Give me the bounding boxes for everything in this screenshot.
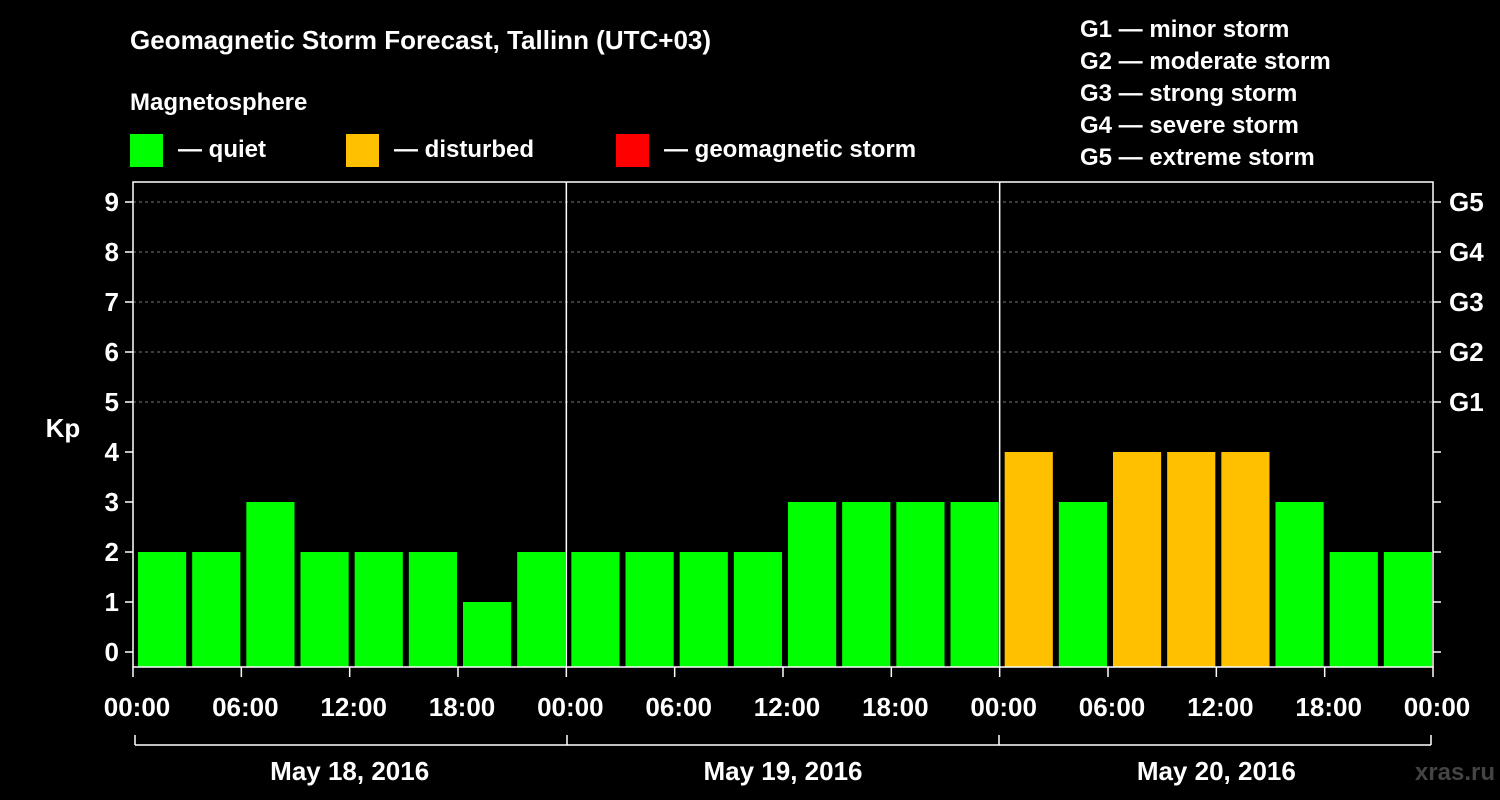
- x-tick-label: 12:00: [320, 692, 387, 722]
- y-tick-label: 4: [105, 437, 120, 467]
- y-tick-label: 0: [105, 637, 119, 667]
- legend-heading: Magnetosphere: [130, 89, 307, 116]
- x-tick-label: 18:00: [429, 692, 496, 722]
- y-tick-label: 8: [105, 237, 119, 267]
- x-tick-label: 00:00: [1404, 692, 1471, 722]
- y-tick-label: 1: [105, 587, 119, 617]
- x-tick-label: 12:00: [1187, 692, 1254, 722]
- y-tick-label: 3: [105, 487, 119, 517]
- y-tick-label: 7: [105, 287, 119, 317]
- kp-bar: [463, 602, 512, 667]
- kp-bar: [1275, 502, 1324, 667]
- bars: [138, 452, 1432, 667]
- y-tick-label: 6: [105, 337, 119, 367]
- storm-scale-g5: G5 — extreme storm: [1080, 144, 1315, 171]
- legend-swatch-quiet: [130, 134, 163, 167]
- x-tick-label: 18:00: [1295, 692, 1362, 722]
- day-label: May 20, 2016: [1137, 756, 1296, 786]
- storm-level-label: G2: [1449, 337, 1484, 367]
- day-label: May 18, 2016: [270, 756, 429, 786]
- kp-bar: [1004, 452, 1053, 667]
- kp-bar: [1167, 452, 1216, 667]
- legend-swatch-storm: [616, 134, 649, 167]
- legend-label-storm: — geomagnetic storm: [664, 136, 916, 163]
- x-tick-label: 06:00: [212, 692, 279, 722]
- kp-bar: [354, 552, 403, 667]
- kp-bar: [1329, 552, 1378, 667]
- kp-bar: [679, 552, 728, 667]
- kp-bar: [246, 502, 295, 667]
- kp-bar: [1058, 502, 1107, 667]
- storm-scale-g3: G3 — strong storm: [1080, 80, 1297, 107]
- kp-bar: [1113, 452, 1162, 667]
- storm-level-label: G1: [1449, 387, 1484, 417]
- watermark: xras.ru: [1415, 759, 1495, 786]
- kp-bar: [138, 552, 187, 667]
- kp-bar: [192, 552, 241, 667]
- y-axis-ticks: 0 1 2 3 4 5 6 7 8 9: [105, 187, 133, 667]
- day-label: May 19, 2016: [703, 756, 862, 786]
- storm-scale-g2: G2 — moderate storm: [1080, 48, 1331, 75]
- legend-label-quiet: — quiet: [178, 136, 266, 163]
- y-tick-label: 5: [105, 387, 119, 417]
- storm-scale-g1: G1 — minor storm: [1080, 16, 1289, 43]
- kp-bar: [517, 552, 566, 667]
- storm-scale-g4: G4 — severe storm: [1080, 112, 1299, 139]
- gridlines: [133, 201, 1433, 403]
- x-tick-label: 00:00: [970, 692, 1037, 722]
- y-tick-label: 9: [105, 187, 119, 217]
- kp-bar: [1221, 452, 1270, 667]
- kp-bar: [842, 502, 891, 667]
- kp-bar: [896, 502, 945, 667]
- legend-label-disturbed: — disturbed: [394, 136, 534, 163]
- x-axis-ticks: 00:00 06:00 12:00 18:00 00:00 06:00 12:00 18:00…: [104, 667, 1471, 722]
- y-axis-label: Kp: [46, 413, 81, 443]
- day-labels: May 18, 2016 May 19, 2016 May 20, 2016: [134, 735, 1432, 786]
- kp-bar: [950, 502, 999, 667]
- x-tick-label: 00:00: [104, 692, 171, 722]
- storm-level-ticks: G1 G2 G3 G4 G5: [1433, 187, 1484, 653]
- kp-bar: [1383, 552, 1432, 667]
- x-tick-label: 12:00: [754, 692, 821, 722]
- legend-swatch-disturbed: [346, 134, 379, 167]
- kp-bar: [625, 552, 674, 667]
- storm-level-label: G5: [1449, 187, 1484, 217]
- storm-level-label: G3: [1449, 287, 1484, 317]
- x-tick-label: 18:00: [862, 692, 929, 722]
- x-tick-label: 06:00: [1079, 692, 1146, 722]
- kp-bar: [300, 552, 349, 667]
- chart-title: Geomagnetic Storm Forecast, Tallinn (UTC…: [130, 25, 711, 55]
- x-tick-label: 06:00: [645, 692, 712, 722]
- kp-bar: [571, 552, 620, 667]
- x-tick-label: 00:00: [537, 692, 604, 722]
- kp-bar: [788, 502, 837, 667]
- storm-level-label: G4: [1449, 237, 1484, 267]
- y-tick-label: 2: [105, 537, 119, 567]
- kp-bar: [733, 552, 782, 667]
- kp-bar: [408, 552, 457, 667]
